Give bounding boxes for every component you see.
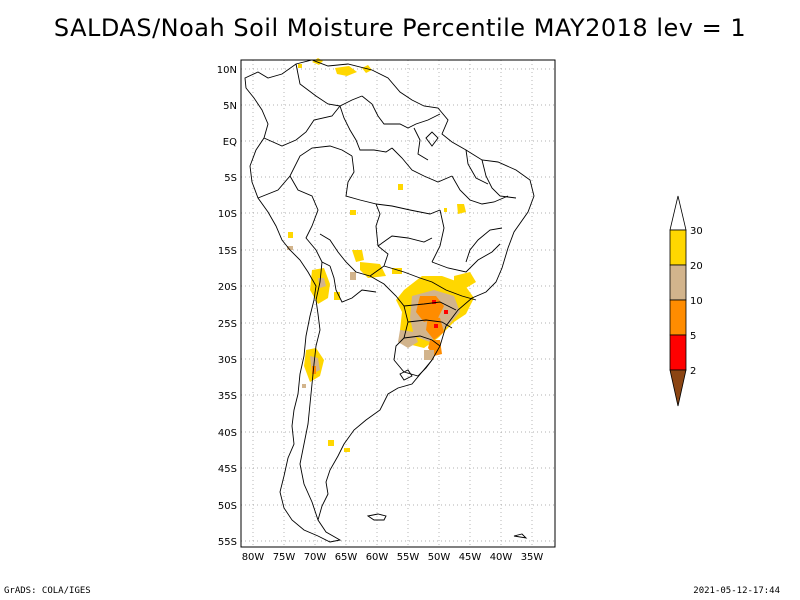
shading-area <box>434 324 438 328</box>
state-border <box>431 209 445 263</box>
map-frame <box>240 59 556 548</box>
lat-tick-label: 25S <box>218 319 237 330</box>
color-legend <box>669 195 687 407</box>
legend-label: 30 <box>690 226 703 237</box>
shading-area <box>288 232 293 238</box>
legend-swatch-10-20 <box>669 264 687 301</box>
legend-arrow-top <box>669 195 687 231</box>
country-border <box>369 275 409 361</box>
shading-area <box>298 64 302 68</box>
continent-outline <box>244 59 535 543</box>
legend-label: 20 <box>690 261 703 272</box>
shading-area <box>360 262 386 278</box>
country-border <box>299 261 323 521</box>
legend-swatch-5-10 <box>669 299 687 336</box>
shading-area <box>335 66 357 76</box>
lon-tick-label: 70W <box>304 552 327 563</box>
shading-area <box>350 272 356 280</box>
latitude-ticks: 10N 5N EQ 5S 10S 15S 20S 25S 30S 35S 40S… <box>217 65 237 548</box>
state-border <box>465 149 489 185</box>
state-border <box>391 147 453 183</box>
state-border <box>431 243 501 273</box>
country-border <box>377 235 433 247</box>
footer-credit: GrADS: COLA/IGES <box>4 586 91 596</box>
state-border <box>465 227 503 263</box>
island <box>513 533 528 539</box>
state-border <box>407 319 453 329</box>
country-border <box>339 105 393 153</box>
lon-tick-label: 35W <box>521 552 544 563</box>
country-border <box>361 95 441 129</box>
island <box>425 131 439 147</box>
percentile-shading <box>287 58 476 452</box>
country-border <box>257 145 353 199</box>
country-border <box>345 155 381 247</box>
state-border <box>413 127 429 161</box>
longitude-ticks: 80W 75W 70W 65W 60W 55W 50W 45W 40W 35W <box>242 552 544 563</box>
lat-tick-label: 40S <box>218 428 237 439</box>
lat-tick-label: 45S <box>218 464 237 475</box>
country-border <box>319 233 389 277</box>
map-title: SALDAS/Noah Soil Moisture Percentile MAY… <box>53 14 747 42</box>
shading-area <box>350 210 356 215</box>
lat-tick-label: EQ <box>223 137 237 148</box>
island <box>399 369 413 381</box>
legend-arrow-bottom <box>669 369 687 407</box>
island <box>366 513 387 521</box>
lon-tick-label: 75W <box>273 552 296 563</box>
shading-area <box>454 272 476 288</box>
country-border <box>295 63 363 107</box>
lat-tick-label: 30S <box>218 355 237 366</box>
shading-area <box>444 208 447 212</box>
lat-tick-label: 5S <box>224 173 237 184</box>
lat-tick-label: 5N <box>223 101 237 112</box>
country-border <box>263 105 341 147</box>
lon-tick-label: 50W <box>428 552 451 563</box>
lon-tick-label: 80W <box>242 552 265 563</box>
lat-tick-label: 10S <box>218 209 237 220</box>
lat-tick-label: 55S <box>218 537 237 548</box>
legend-labels: 30 20 10 5 2 <box>690 226 703 377</box>
shading-area <box>444 310 448 314</box>
legend-label: 2 <box>690 366 696 377</box>
shading-area <box>457 204 466 214</box>
lon-tick-label: 60W <box>366 552 389 563</box>
state-border <box>375 203 441 215</box>
country-border <box>393 359 433 377</box>
state-border <box>403 301 457 311</box>
lat-tick-label: 35S <box>218 391 237 402</box>
lon-tick-label: 45W <box>459 552 482 563</box>
shading-area <box>398 184 403 190</box>
lon-tick-label: 40W <box>490 552 513 563</box>
coastlines-borders <box>244 59 535 543</box>
shading-area <box>287 246 293 250</box>
state-border <box>481 159 517 199</box>
legend-swatch-2-5 <box>669 334 687 371</box>
shading-area <box>344 448 350 452</box>
lat-tick-label: 20S <box>218 282 237 293</box>
lat-tick-label: 50S <box>218 501 237 512</box>
shading-area <box>302 384 306 388</box>
shading-area <box>328 440 334 446</box>
lon-tick-label: 55W <box>397 552 420 563</box>
shading-area <box>424 350 434 360</box>
country-border <box>289 175 331 267</box>
lat-tick-label: 15S <box>218 246 237 257</box>
country-border <box>329 265 377 303</box>
legend-label: 5 <box>690 331 696 342</box>
shading-area <box>432 300 436 304</box>
legend-label: 10 <box>690 296 703 307</box>
lat-tick-label: 10N <box>217 65 237 76</box>
state-border <box>383 265 477 301</box>
shading-area <box>398 330 418 348</box>
lon-tick-label: 65W <box>335 552 358 563</box>
country-border <box>403 335 441 347</box>
legend-swatch-20-30 <box>669 229 687 266</box>
footer-timestamp: 2021-05-12-17:44 <box>693 586 780 596</box>
state-border <box>451 175 509 205</box>
shading-area <box>352 250 364 262</box>
